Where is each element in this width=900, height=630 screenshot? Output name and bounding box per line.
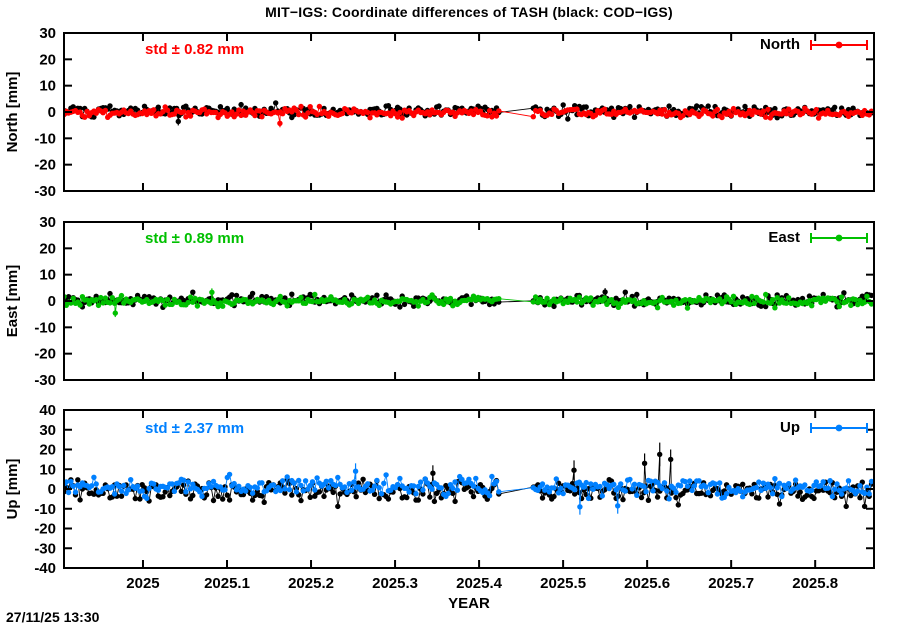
chart-title: MIT−IGS: Coordinate differences of TASH … [265, 4, 673, 20]
north-panel: 30 20 10 0 -10 -20 -30 [34, 25, 875, 200]
east-ytick-label: 0 [48, 293, 56, 310]
north-series-1 [64, 103, 874, 128]
east-legend-label: East [768, 229, 800, 246]
up-legend: Up [780, 419, 870, 436]
up-ytick-label: 20 [39, 442, 56, 459]
xtick-label: 2025.6 [624, 575, 670, 592]
east-data-area [64, 288, 874, 318]
east-ytick-label: 20 [39, 240, 56, 257]
east-ytick-label: -30 [34, 372, 56, 389]
north-legend: North [760, 36, 870, 53]
xtick-label: 2025.4 [456, 575, 503, 592]
x-axis-label: YEAR [448, 595, 490, 612]
plot-timestamp: 27/11/25 13:30 [6, 609, 100, 625]
east-panel: 30 20 10 0 -10 -20 -30 [34, 214, 875, 389]
up-ytick-label: 0 [48, 481, 56, 498]
xtick-label: 2025.8 [792, 575, 838, 592]
up-errorbar-sample-icon [810, 422, 868, 433]
up-ytick-label: 30 [39, 422, 56, 439]
xtick-label: 2025.7 [708, 575, 754, 592]
north-axis-label: North [mm] [4, 71, 21, 153]
north-legend-label: North [760, 36, 800, 53]
up-data-area [64, 442, 874, 515]
east-std-label: std ± 0.89 mm [145, 230, 245, 247]
xtick-label: 2025.1 [204, 575, 250, 592]
east-axis-label: East [mm] [4, 264, 21, 338]
east-errorbar-sample-icon [810, 232, 868, 243]
north-ytick-label: -30 [34, 183, 56, 200]
east-ytick-label: 30 [39, 214, 56, 231]
up-ytick-label: -10 [34, 501, 56, 518]
east-ytick-label: -20 [34, 346, 56, 363]
east-legend: East [768, 229, 870, 246]
north-ytick-label: 20 [39, 51, 56, 68]
east-ytick-label: -10 [34, 319, 56, 336]
up-std-label: std ± 2.37 mm [145, 420, 245, 437]
north-ytick-label: -10 [34, 130, 56, 147]
north-std-label: std ± 0.82 mm [145, 41, 245, 58]
up-series-1 [64, 463, 874, 515]
up-series-0 [64, 442, 874, 510]
up-ytick-label: -30 [34, 540, 56, 557]
north-data-area [64, 100, 874, 128]
xtick-label: 2025.5 [540, 575, 586, 592]
east-ytick-label: 10 [39, 267, 56, 284]
north-errorbar-sample-icon [810, 39, 868, 50]
up-legend-label: Up [780, 419, 800, 436]
north-ytick-label: 10 [39, 78, 56, 95]
up-axis-label: Up [mm] [4, 458, 21, 520]
north-ytick-label: 0 [48, 104, 56, 121]
east-series-1 [64, 288, 874, 318]
north-ytick-label: -20 [34, 157, 56, 174]
xtick-label: 2025 [126, 575, 159, 592]
up-ytick-label: -20 [34, 521, 56, 538]
up-ytick-label: 10 [39, 461, 56, 478]
up-panel: 40 30 20 10 0 -10 -20 -30 -40 2025 2025.1 2025.2 202… [34, 402, 875, 592]
up-ytick-label: 40 [39, 402, 56, 419]
xtick-label: 2025.2 [288, 575, 334, 592]
north-ytick-label: 30 [39, 25, 56, 42]
xtick-label: 2025.3 [372, 575, 418, 592]
up-ytick-label: -40 [34, 560, 56, 577]
